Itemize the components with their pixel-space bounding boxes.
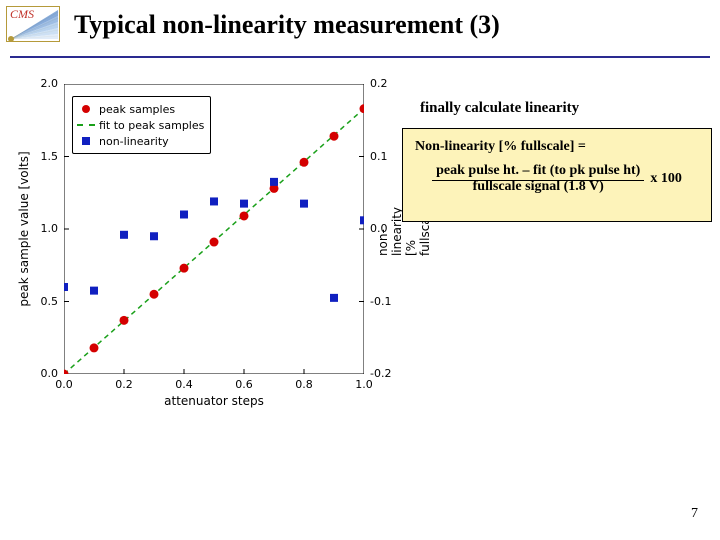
formula-title: Non-linearity [% fullscale] = <box>415 139 699 155</box>
svg-text:CMS: CMS <box>10 7 34 21</box>
y-left-axis-label: peak sample value [volts] <box>17 151 31 306</box>
page-number: 7 <box>691 506 698 522</box>
legend: peak samplesfit to peak samplesnon-linea… <box>72 96 211 154</box>
slide-title: Typical non-linearity measurement (3) <box>74 10 500 40</box>
callout-text: finally calculate linearity <box>420 100 579 117</box>
formula-multiplier: x 100 <box>650 171 682 187</box>
formula-body: peak pulse ht. – fit (to pk pulse ht) fu… <box>415 163 699 195</box>
title-underline <box>10 56 710 58</box>
chart: attenuator steps peak sample value [volt… <box>10 78 402 420</box>
formula-denominator: fullscale signal (1.8 V) <box>473 177 604 194</box>
x-axis-label: attenuator steps <box>164 394 264 408</box>
cms-logo: CMS <box>6 6 60 42</box>
formula-box: Non-linearity [% fullscale] = peak pulse… <box>402 128 712 222</box>
